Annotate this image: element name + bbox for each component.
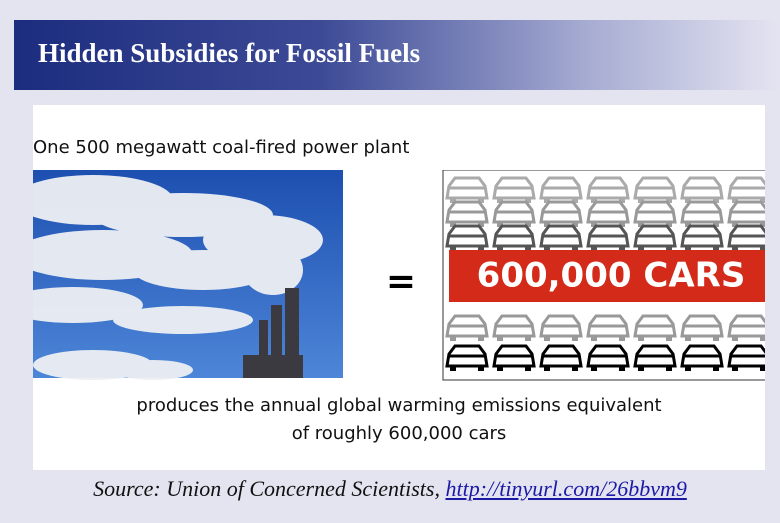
title-bar: Hidden Subsidies for Fossil Fuels: [14, 20, 780, 90]
car-wheel: [685, 366, 691, 371]
caption-line: produces the annual global warming emiss…: [33, 395, 765, 416]
slide: Hidden Subsidies for Fossil Fuels One 50…: [0, 0, 780, 523]
car-wheel: [732, 336, 738, 341]
car-wheel: [525, 366, 531, 371]
car-wheel: [572, 336, 578, 341]
figure-intro: One 500 megawatt coal-fired power plant: [33, 137, 409, 158]
car-wheel: [760, 366, 765, 371]
car-wheel: [572, 366, 578, 371]
power-plant-photo: [33, 170, 343, 380]
equals-sign: =: [386, 261, 416, 302]
slide-frame: Hidden Subsidies for Fossil Fuels One 50…: [0, 0, 780, 523]
figure-art: = 600,000 CARS: [33, 170, 765, 382]
cars-graphic: 600,000 CARS: [443, 170, 765, 380]
car-wheel: [732, 366, 738, 371]
car-wheel: [497, 336, 503, 341]
car-wheel: [619, 336, 625, 341]
car-wheel: [450, 366, 456, 371]
car-wheel: [544, 336, 550, 341]
car-wheel: [713, 336, 719, 341]
car-wheel: [591, 366, 597, 371]
car-wheel: [525, 336, 531, 341]
car-wheel: [685, 336, 691, 341]
car-wheel: [450, 336, 456, 341]
source: Source: Union of Concerned Scientists, h…: [0, 476, 780, 502]
car-wheel: [497, 366, 503, 371]
car-wheel: [760, 336, 765, 341]
car-wheel: [666, 336, 672, 341]
caption-line: of roughly 600,000 cars: [33, 423, 765, 444]
source-link[interactable]: http://tinyurl.com/26bbvm9: [445, 476, 686, 501]
car-wheel: [544, 366, 550, 371]
car-wheel: [591, 336, 597, 341]
car-wheel: [638, 366, 644, 371]
car-wheel: [478, 366, 484, 371]
car-wheel: [478, 336, 484, 341]
car-wheel: [713, 366, 719, 371]
source-text: Source: Union of Concerned Scientists,: [93, 476, 445, 501]
figure: One 500 megawatt coal-fired power plant: [33, 105, 765, 470]
title: Hidden Subsidies for Fossil Fuels: [38, 38, 420, 69]
car-wheel: [619, 366, 625, 371]
banner-text: 600,000 CARS: [477, 256, 746, 296]
car-wheel: [666, 366, 672, 371]
car-wheel: [638, 336, 644, 341]
